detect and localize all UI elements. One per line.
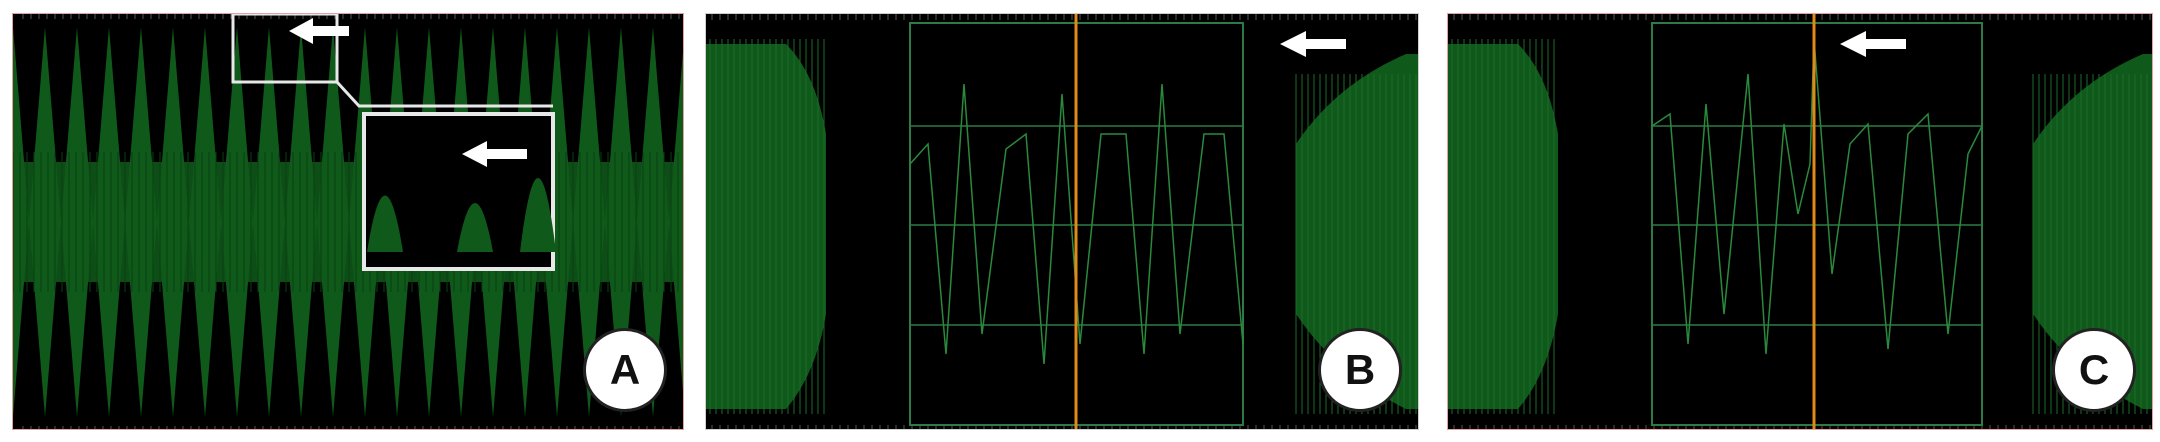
signal-trace — [1651, 38, 1983, 355]
panel-label-a: A — [583, 328, 667, 412]
arrow-left-icon — [1280, 31, 1346, 57]
zoom-window — [1651, 22, 1983, 426]
waveform-c — [1448, 14, 2152, 429]
inset-lobe — [457, 203, 493, 252]
waveform-b — [706, 14, 1418, 429]
zoom-source-box — [231, 14, 339, 84]
arrow-left-icon — [462, 141, 527, 167]
zoom-connector — [335, 80, 553, 108]
panel-c: C — [1447, 13, 2153, 430]
panel-b: B — [705, 13, 1419, 430]
panel-label-c: C — [2052, 328, 2136, 412]
arrow-left-icon — [1840, 31, 1906, 57]
panel-label-b: B — [1318, 328, 1402, 412]
signal-trace — [909, 83, 1244, 365]
waveform-a — [13, 14, 683, 429]
panel-a: A — [12, 13, 684, 430]
inset-lobe — [520, 178, 556, 252]
signal-block-left — [706, 44, 826, 409]
arrow-left-icon — [289, 18, 349, 44]
inset-lobe — [367, 195, 403, 252]
